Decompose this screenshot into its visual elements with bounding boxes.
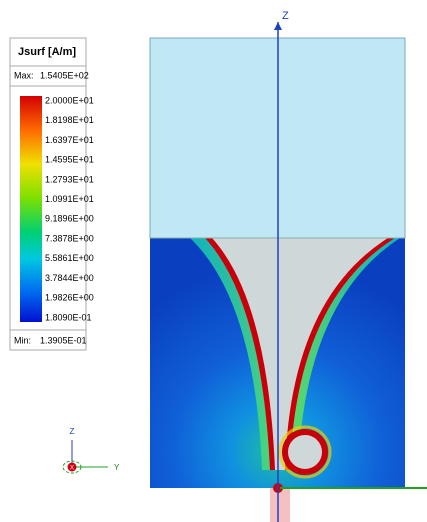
- legend-label: 2.0000E+01: [45, 95, 94, 105]
- triad-x: [67, 462, 77, 472]
- min-value: 1.3905E-01: [40, 335, 87, 345]
- legend-label: 9.1896E+00: [45, 214, 94, 224]
- legend-labels: 2.0000E+01 1.8198E+01 1.6397E+01 1.4595E+01…: [45, 95, 94, 322]
- legend-label: 1.0991E+01: [45, 194, 94, 204]
- z-arrow: [274, 22, 282, 30]
- triad-z-label: Z: [70, 427, 75, 436]
- cavity-glow: [278, 425, 332, 479]
- legend-label: 7.3878E+00: [45, 233, 94, 243]
- cavity: [282, 429, 328, 475]
- triad-y-label: Y: [114, 463, 120, 472]
- legend-label: 3.7844E+00: [45, 273, 94, 283]
- z-axis-label: Z: [282, 10, 289, 22]
- legend-label: 1.6397E+01: [45, 135, 94, 145]
- triad-ring: [62, 460, 82, 474]
- feed: [270, 488, 290, 522]
- legend-label: 1.9826E+00: [45, 293, 94, 303]
- max-value: 1.5405E+02: [40, 70, 89, 80]
- min-label: Min:: [14, 335, 31, 345]
- legend-label: 1.4595E+01: [45, 155, 94, 165]
- legend-title: Jsurf [A/m]: [18, 46, 76, 58]
- horn: [212, 238, 388, 470]
- triad-x-label: X: [70, 466, 74, 472]
- color-bar: [20, 96, 42, 322]
- max-label: Max:: [14, 70, 34, 80]
- legend-label: 5.5861E+00: [45, 253, 94, 263]
- legend-label: 1.2793E+01: [45, 174, 94, 184]
- legend-label: 1.8090E-01: [45, 312, 92, 322]
- legend-label: 1.8198E+01: [45, 115, 94, 125]
